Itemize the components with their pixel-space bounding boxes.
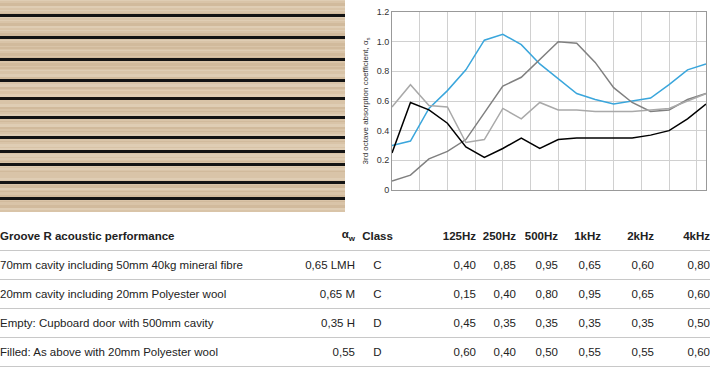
html-text:0,35 H: 0,35 H — [321, 317, 355, 329]
html-text:0,60: 0,60 — [631, 259, 654, 271]
html-text:4kHz: 4kHz — [683, 230, 710, 242]
html-text:Filled: As above with 20mm Pol: Filled: As above with 20mm Polyester woo… — [0, 346, 218, 358]
svg-text:0.2: 0.2 — [377, 155, 390, 165]
svg-text:1.2: 1.2 — [377, 7, 390, 17]
html-text:250Hz: 250Hz — [482, 230, 516, 242]
html-text:D: D — [373, 346, 382, 358]
html-text:Empty: Cupboard door with 500m: Empty: Cupboard door with 500mm cavity — [0, 317, 214, 329]
html-text:0,35: 0,35 — [535, 317, 558, 329]
html-text:0,55: 0,55 — [578, 346, 601, 358]
html-text:0,60: 0,60 — [687, 288, 710, 300]
html-text:0,40: 0,40 — [453, 259, 476, 271]
html-text:1kHz: 1kHz — [574, 230, 601, 242]
html-text:0,55: 0,55 — [631, 346, 654, 358]
html-text:0,55: 0,55 — [332, 346, 355, 358]
html-text:0,50: 0,50 — [687, 317, 710, 329]
html-text:0,45: 0,45 — [453, 317, 476, 329]
html-text:0,65 M: 0,65 M — [319, 288, 355, 300]
html-text:C: C — [373, 259, 382, 271]
html-text:0,85: 0,85 — [493, 259, 516, 271]
html-text:0,50: 0,50 — [535, 346, 558, 358]
html-text:20mm cavity including 20mm Pol: 20mm cavity including 20mm Polyester woo… — [0, 288, 227, 300]
html-text:0,95: 0,95 — [535, 259, 558, 271]
html-text:70mm cavity including 50mm 40k: 70mm cavity including 50mm 40kg mineral … — [0, 259, 243, 271]
html-text:αw: αw — [341, 228, 355, 244]
html-text:0,35: 0,35 — [493, 317, 516, 329]
html-text:0,65: 0,65 — [631, 288, 654, 300]
svg-text:1.0: 1.0 — [377, 37, 390, 47]
html-text:125Hz: 125Hz — [442, 230, 476, 242]
html-text:500Hz: 500Hz — [524, 230, 558, 242]
html-text:0,40: 0,40 — [493, 288, 516, 300]
html-text:0,80: 0,80 — [535, 288, 558, 300]
html-text:0,15: 0,15 — [453, 288, 476, 300]
html-text:0,60: 0,60 — [687, 346, 710, 358]
svg-text:0.6: 0.6 — [377, 96, 390, 106]
html-text:2kHz: 2kHz — [627, 230, 654, 242]
html-text:0,65 LMH: 0,65 LMH — [305, 259, 355, 271]
html-text:Class: Class — [362, 230, 393, 242]
html-text:0,60: 0,60 — [453, 346, 476, 358]
html-text:D: D — [373, 317, 382, 329]
html-text:C: C — [373, 288, 382, 300]
html-text:0,35: 0,35 — [578, 317, 601, 329]
html-text:0,95: 0,95 — [578, 288, 601, 300]
svg-text:0: 0 — [384, 185, 389, 195]
html-text:0,35: 0,35 — [631, 317, 654, 329]
html-text:Groove R acoustic performance: Groove R acoustic performance — [0, 230, 175, 242]
svg-text:0.8: 0.8 — [377, 66, 390, 76]
svg-text:0.4: 0.4 — [377, 126, 390, 136]
svg-text:3rd octave absorption coeffici: 3rd octave absorption coefficient, α​s​ — [361, 37, 371, 164]
html-text:0,80: 0,80 — [687, 259, 710, 271]
html-text:0,65: 0,65 — [578, 259, 601, 271]
html-text:0,40: 0,40 — [493, 346, 516, 358]
